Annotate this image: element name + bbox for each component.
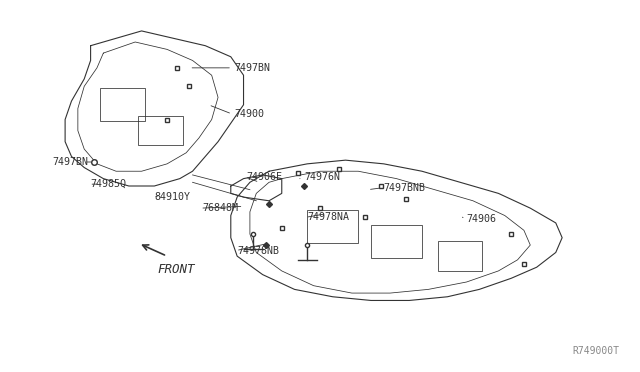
Text: 74985Q: 74985Q [91,179,127,189]
Text: 74906E: 74906E [246,172,283,182]
Bar [307,210,358,243]
Text: 74976N: 74976N [304,172,340,182]
Text: 74978NA: 74978NA [307,212,349,222]
Text: FRONT: FRONT [157,263,195,276]
Text: 7497BN: 7497BN [234,63,270,73]
Text: 76848M: 76848M [202,203,238,213]
Bar [371,225,422,258]
Bar [438,241,483,271]
Bar [138,116,183,145]
Text: 7497BNB: 7497BNB [384,183,426,193]
Text: 7497BN: 7497BN [52,157,88,167]
Text: 74906: 74906 [467,214,497,224]
Text: 74900: 74900 [234,109,264,119]
Text: 74978NB: 74978NB [237,246,279,256]
Text: 84910Y: 84910Y [154,192,190,202]
Text: R749000T: R749000T [573,346,620,356]
Bar [100,88,145,121]
